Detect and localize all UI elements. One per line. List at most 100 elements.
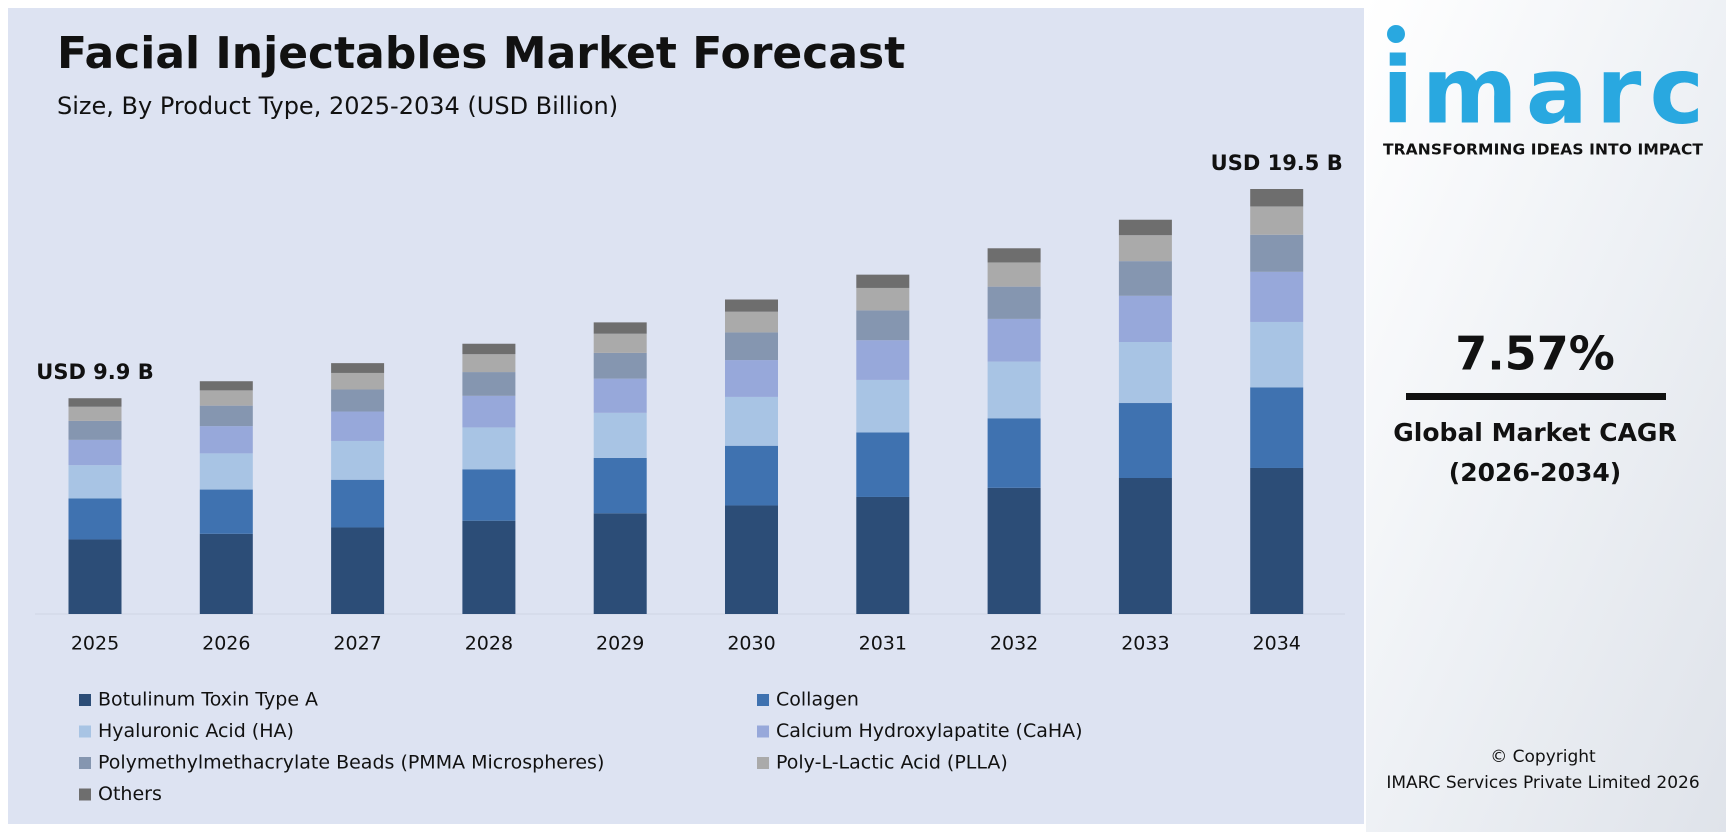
bar-segment xyxy=(68,465,122,499)
bar-segment xyxy=(1118,235,1172,262)
x-tick-label: 2032 xyxy=(990,633,1038,655)
bar-segment xyxy=(593,322,647,334)
copyright: © Copyright xyxy=(1490,747,1596,767)
total-annotation: USD 9.9 B xyxy=(36,360,153,384)
bar-segment xyxy=(1118,261,1172,296)
x-tick-label: 2026 xyxy=(202,633,250,655)
bar-segment xyxy=(331,372,385,390)
bar-segment xyxy=(1250,234,1304,272)
bar-segment xyxy=(856,274,910,288)
x-tick-label: 2033 xyxy=(1121,633,1169,655)
legend-swatch xyxy=(757,757,769,769)
cagr-value: 7.57% xyxy=(1455,327,1615,381)
bar-segment xyxy=(199,390,253,406)
bar-segment xyxy=(462,395,516,428)
bar-segment xyxy=(462,354,516,373)
legend-label: Calcium Hydroxylapatite (CaHA) xyxy=(776,720,1083,742)
bar-segment xyxy=(1118,295,1172,342)
bar-segment xyxy=(68,539,122,614)
bar-segment xyxy=(725,332,778,361)
bar-segment xyxy=(68,406,122,421)
legend-label: Polymethylmethacrylate Beads (PMMA Micro… xyxy=(98,752,604,774)
legend-label: Others xyxy=(98,783,162,805)
bar-segment xyxy=(593,352,647,379)
bar-segment xyxy=(199,489,253,534)
legend-swatch xyxy=(79,757,91,769)
bar-segment xyxy=(856,496,910,614)
cagr-rule xyxy=(1406,393,1666,400)
bar-segment xyxy=(1250,189,1304,207)
legend-label: Poly-L-Lactic Acid (PLLA) xyxy=(776,752,1008,774)
bar-segment xyxy=(593,333,647,353)
bar-segment xyxy=(593,378,647,413)
bar-segment xyxy=(199,426,253,454)
legend-label: Collagen xyxy=(776,689,859,711)
bar-segment xyxy=(1250,271,1304,322)
bar-segment xyxy=(462,372,516,396)
bar-segment xyxy=(593,412,647,458)
bar-segment xyxy=(725,299,778,312)
company: IMARC Services Private Limited 2026 xyxy=(1386,773,1699,793)
bar-segment xyxy=(462,469,516,521)
x-tick-label: 2031 xyxy=(859,633,907,655)
bar-segment xyxy=(987,418,1041,488)
x-tick-label: 2034 xyxy=(1253,633,1301,655)
bar-segment xyxy=(68,439,122,466)
bar-segment xyxy=(987,361,1041,419)
bar-segment xyxy=(1118,478,1172,614)
bar-segment xyxy=(593,513,647,614)
bar-segment xyxy=(331,389,385,412)
bar-segment xyxy=(1118,403,1172,478)
bar-segment xyxy=(462,427,516,470)
total-annotation: USD 19.5 B xyxy=(1211,151,1343,175)
bar-segment xyxy=(1250,206,1304,235)
bar-segment xyxy=(1250,321,1304,388)
legend-swatch xyxy=(79,788,91,801)
bar-segment xyxy=(331,527,385,614)
bar-segment xyxy=(987,487,1041,614)
bar-segment xyxy=(856,287,910,311)
x-tick-label: 2030 xyxy=(727,633,775,655)
bar-segment xyxy=(593,457,647,514)
legend-swatch xyxy=(757,694,769,706)
chart-subtitle: Size, By Product Type, 2025-2034 (USD Bi… xyxy=(57,92,618,120)
cagr-label: Global Market CAGR xyxy=(1393,418,1676,447)
bar-segment xyxy=(856,379,910,433)
bar-segment xyxy=(331,440,385,480)
x-tick-label: 2028 xyxy=(465,633,513,655)
x-tick-label: 2029 xyxy=(596,633,644,655)
bar-segment xyxy=(856,432,910,497)
bar-segment xyxy=(199,405,253,427)
bar-segment xyxy=(725,311,778,333)
sidebar-panel xyxy=(1366,0,1726,832)
bar-segment xyxy=(725,396,778,446)
legend-label: Hyaluronic Acid (HA) xyxy=(98,720,294,742)
bar-segment xyxy=(725,445,778,506)
bar-segment xyxy=(725,505,778,614)
logo-dot xyxy=(1387,25,1405,43)
bar-segment xyxy=(68,398,122,407)
bar-segment xyxy=(462,520,516,614)
bar-segment xyxy=(856,310,910,341)
bar-segment xyxy=(199,381,253,391)
tagline: TRANSFORMING IDEAS INTO IMPACT xyxy=(1383,141,1703,159)
bar-segment xyxy=(987,248,1041,263)
bar-segment xyxy=(68,498,122,540)
bar-segment xyxy=(1250,387,1304,468)
bar-segment xyxy=(331,411,385,441)
bar-segment xyxy=(987,286,1041,319)
bar-segment xyxy=(462,343,516,355)
x-tick-label: 2025 xyxy=(71,633,119,655)
legend-swatch xyxy=(79,694,91,706)
bar-segment xyxy=(1250,467,1304,614)
cagr-period: (2026-2034) xyxy=(1449,458,1621,487)
legend-swatch xyxy=(757,725,769,738)
bar-segment xyxy=(199,533,253,614)
bar-segment xyxy=(68,420,122,440)
legend-swatch xyxy=(79,725,91,738)
bar-segment xyxy=(856,340,910,380)
bar-segment xyxy=(331,479,385,528)
x-tick-label: 2027 xyxy=(333,633,381,655)
bar-segment xyxy=(1118,219,1172,236)
